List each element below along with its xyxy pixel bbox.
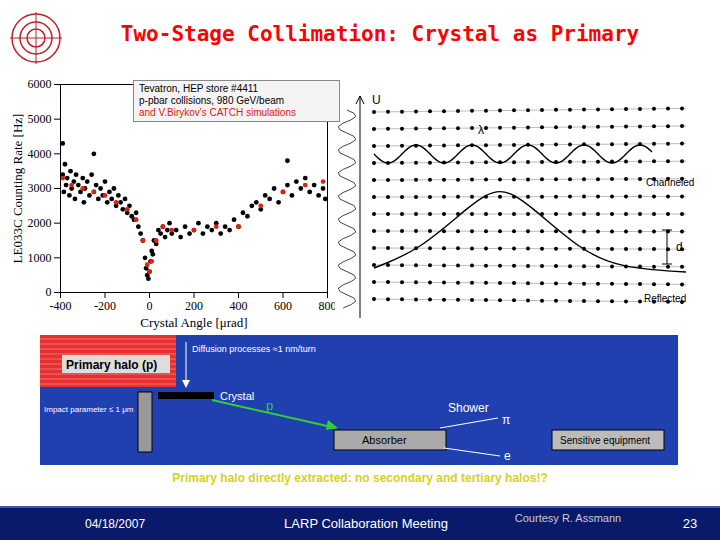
svg-text:U: U: [372, 93, 381, 107]
svg-text:Crystal Angle [μrad]: Crystal Angle [μrad]: [140, 315, 247, 330]
html-text:and V.Birykov's CATCH simulati: and V.Birykov's CATCH simulations: [139, 107, 296, 118]
svg-text:200: 200: [185, 299, 203, 313]
svg-text:-400: -400: [50, 299, 72, 313]
svg-text:Shower: Shower: [448, 401, 489, 415]
svg-text:π: π: [502, 413, 510, 427]
svg-text:0: 0: [46, 285, 52, 299]
svg-text:e: e: [504, 449, 511, 463]
svg-text:Channeled: Channeled: [646, 177, 694, 188]
svg-text:Diffusion processes ≈1 nm/turn: Diffusion processes ≈1 nm/turn: [192, 344, 316, 354]
svg-text:λ: λ: [478, 123, 484, 137]
svg-text:Sensitive equipment: Sensitive equipment: [560, 435, 650, 446]
svg-text:LARP Collaboration Meeting: LARP Collaboration Meeting: [284, 516, 448, 531]
svg-text:Absorber: Absorber: [362, 434, 407, 446]
svg-text:Courtesy R. Assmann: Courtesy R. Assmann: [515, 512, 621, 524]
svg-text:2000: 2000: [28, 216, 52, 230]
svg-text:6000: 6000: [28, 77, 52, 91]
svg-text:Primary halo (p): Primary halo (p): [66, 358, 157, 372]
html-text:Tevatron, HEP store #4411: Tevatron, HEP store #4411: [139, 83, 259, 94]
svg-text:Primary halo directly extracte: Primary halo directly extracted: no seco…: [172, 471, 547, 485]
svg-text:23: 23: [683, 516, 697, 531]
html-text:Two-Stage Collimation: Crystal: Two-Stage Collimation: Crystal as Primar…: [120, 22, 640, 46]
svg-text:LE033C Counting Rate [Hz]: LE033C Counting Rate [Hz]: [10, 114, 25, 264]
svg-text:1000: 1000: [28, 251, 52, 265]
html-text:p-pbar collisions, 980 GeV/bea: p-pbar collisions, 980 GeV/beam: [139, 95, 285, 106]
svg-text:4000: 4000: [28, 147, 52, 161]
svg-text:800: 800: [319, 299, 336, 313]
svg-text:-200: -200: [94, 299, 116, 313]
svg-text:Reflected: Reflected: [644, 293, 686, 304]
svg-text:0: 0: [147, 299, 153, 313]
svg-text:04/18/2007: 04/18/2007: [85, 517, 145, 531]
svg-text:p: p: [266, 398, 273, 413]
svg-text:Impact parameter ≤ 1 μm: Impact parameter ≤ 1 μm: [44, 405, 134, 414]
svg-text:400: 400: [230, 299, 248, 313]
svg-text:3000: 3000: [28, 181, 52, 195]
svg-text:5000: 5000: [28, 112, 52, 126]
svg-text:600: 600: [274, 299, 292, 313]
svg-text:Crystal: Crystal: [220, 390, 254, 402]
svg-text:d: d: [676, 240, 683, 254]
